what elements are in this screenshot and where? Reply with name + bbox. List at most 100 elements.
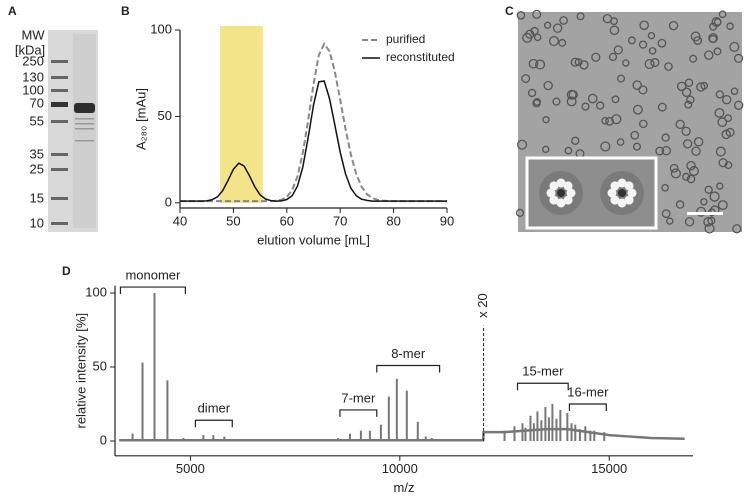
particle <box>657 102 667 112</box>
particle <box>552 97 561 106</box>
particle <box>715 146 726 157</box>
particle <box>715 90 724 99</box>
particle <box>521 74 531 84</box>
particle <box>543 80 553 91</box>
panel-label: C <box>505 4 514 18</box>
particle <box>542 116 550 124</box>
bracket <box>516 382 569 391</box>
particle <box>543 21 552 29</box>
particle <box>661 133 670 142</box>
particle <box>666 217 674 225</box>
legend-label: purified <box>386 32 425 46</box>
x-tick-label: 80 <box>386 213 400 228</box>
particle <box>617 74 626 83</box>
marker-label: 130 <box>22 69 44 84</box>
particle <box>696 82 706 92</box>
x-tick-label: 70 <box>333 213 347 228</box>
particle <box>566 89 577 100</box>
ladder-band <box>51 168 68 171</box>
particle <box>532 9 542 19</box>
particle <box>542 145 550 154</box>
gel-unit: [kDa] <box>15 42 45 57</box>
particle <box>704 50 714 60</box>
particle <box>696 206 707 217</box>
marker-label: 70 <box>30 95 44 110</box>
particle <box>638 40 648 49</box>
series-line <box>180 80 447 202</box>
legend-label: reconstituted <box>386 50 455 64</box>
sample-band <box>74 103 95 113</box>
bracket-label: 15-mer <box>522 364 564 379</box>
particle <box>579 60 589 70</box>
particle <box>571 136 580 145</box>
particle <box>709 191 720 202</box>
particle <box>717 200 728 211</box>
marker-label: 10 <box>30 215 44 230</box>
particle <box>533 33 542 42</box>
particle <box>675 119 685 130</box>
x-tick-label: 50 <box>226 213 240 228</box>
particle <box>689 54 698 63</box>
subunit <box>617 178 627 188</box>
particle <box>726 22 734 30</box>
faint-band <box>75 128 94 130</box>
particle <box>718 10 727 19</box>
particle <box>684 100 693 109</box>
x-tick-label: 15000 <box>591 461 627 476</box>
particle <box>721 94 732 105</box>
faint-band <box>75 140 94 142</box>
particle <box>690 31 701 42</box>
subunit <box>624 181 634 191</box>
particle <box>682 172 691 181</box>
particle <box>548 35 560 47</box>
particle <box>608 52 618 62</box>
particle <box>655 146 665 156</box>
particle <box>530 26 539 36</box>
gel-image <box>48 30 98 232</box>
particle <box>716 182 724 190</box>
particle <box>686 174 696 184</box>
y-axis-label: relative intensity [%] <box>73 313 88 429</box>
bracket-label: 7-mer <box>341 390 376 405</box>
particle <box>535 59 546 70</box>
particle <box>703 217 713 227</box>
particle <box>581 102 590 111</box>
particle <box>700 198 708 206</box>
ladder-band <box>51 222 68 225</box>
particle <box>682 139 693 149</box>
particle <box>650 58 660 68</box>
particle <box>681 126 691 136</box>
particle <box>611 95 620 104</box>
particle <box>724 161 733 170</box>
particle <box>552 23 563 33</box>
bracket <box>376 364 441 373</box>
subunit <box>549 181 559 191</box>
ladder-band <box>51 153 68 156</box>
y-tick-label: 100 <box>150 21 172 36</box>
ladder-band <box>51 89 68 92</box>
particle <box>661 184 669 192</box>
particle <box>591 52 601 62</box>
particle <box>587 93 598 104</box>
particle <box>676 81 687 92</box>
ladder-band <box>51 60 68 63</box>
particle <box>669 163 679 173</box>
subunit <box>610 195 620 205</box>
particle <box>532 99 541 108</box>
x-tick-label: 40 <box>173 213 187 228</box>
particle <box>708 34 718 44</box>
particle <box>713 47 722 56</box>
particle <box>648 47 657 55</box>
particle <box>661 145 672 156</box>
particle <box>559 16 568 25</box>
particle <box>576 12 585 21</box>
faint-band <box>75 123 94 125</box>
x-axis-label: m/z <box>394 480 415 495</box>
particle <box>638 85 648 95</box>
faint-band <box>75 118 94 120</box>
particle <box>684 78 694 87</box>
particle <box>570 57 580 67</box>
particle <box>515 208 525 217</box>
particle <box>600 141 611 152</box>
